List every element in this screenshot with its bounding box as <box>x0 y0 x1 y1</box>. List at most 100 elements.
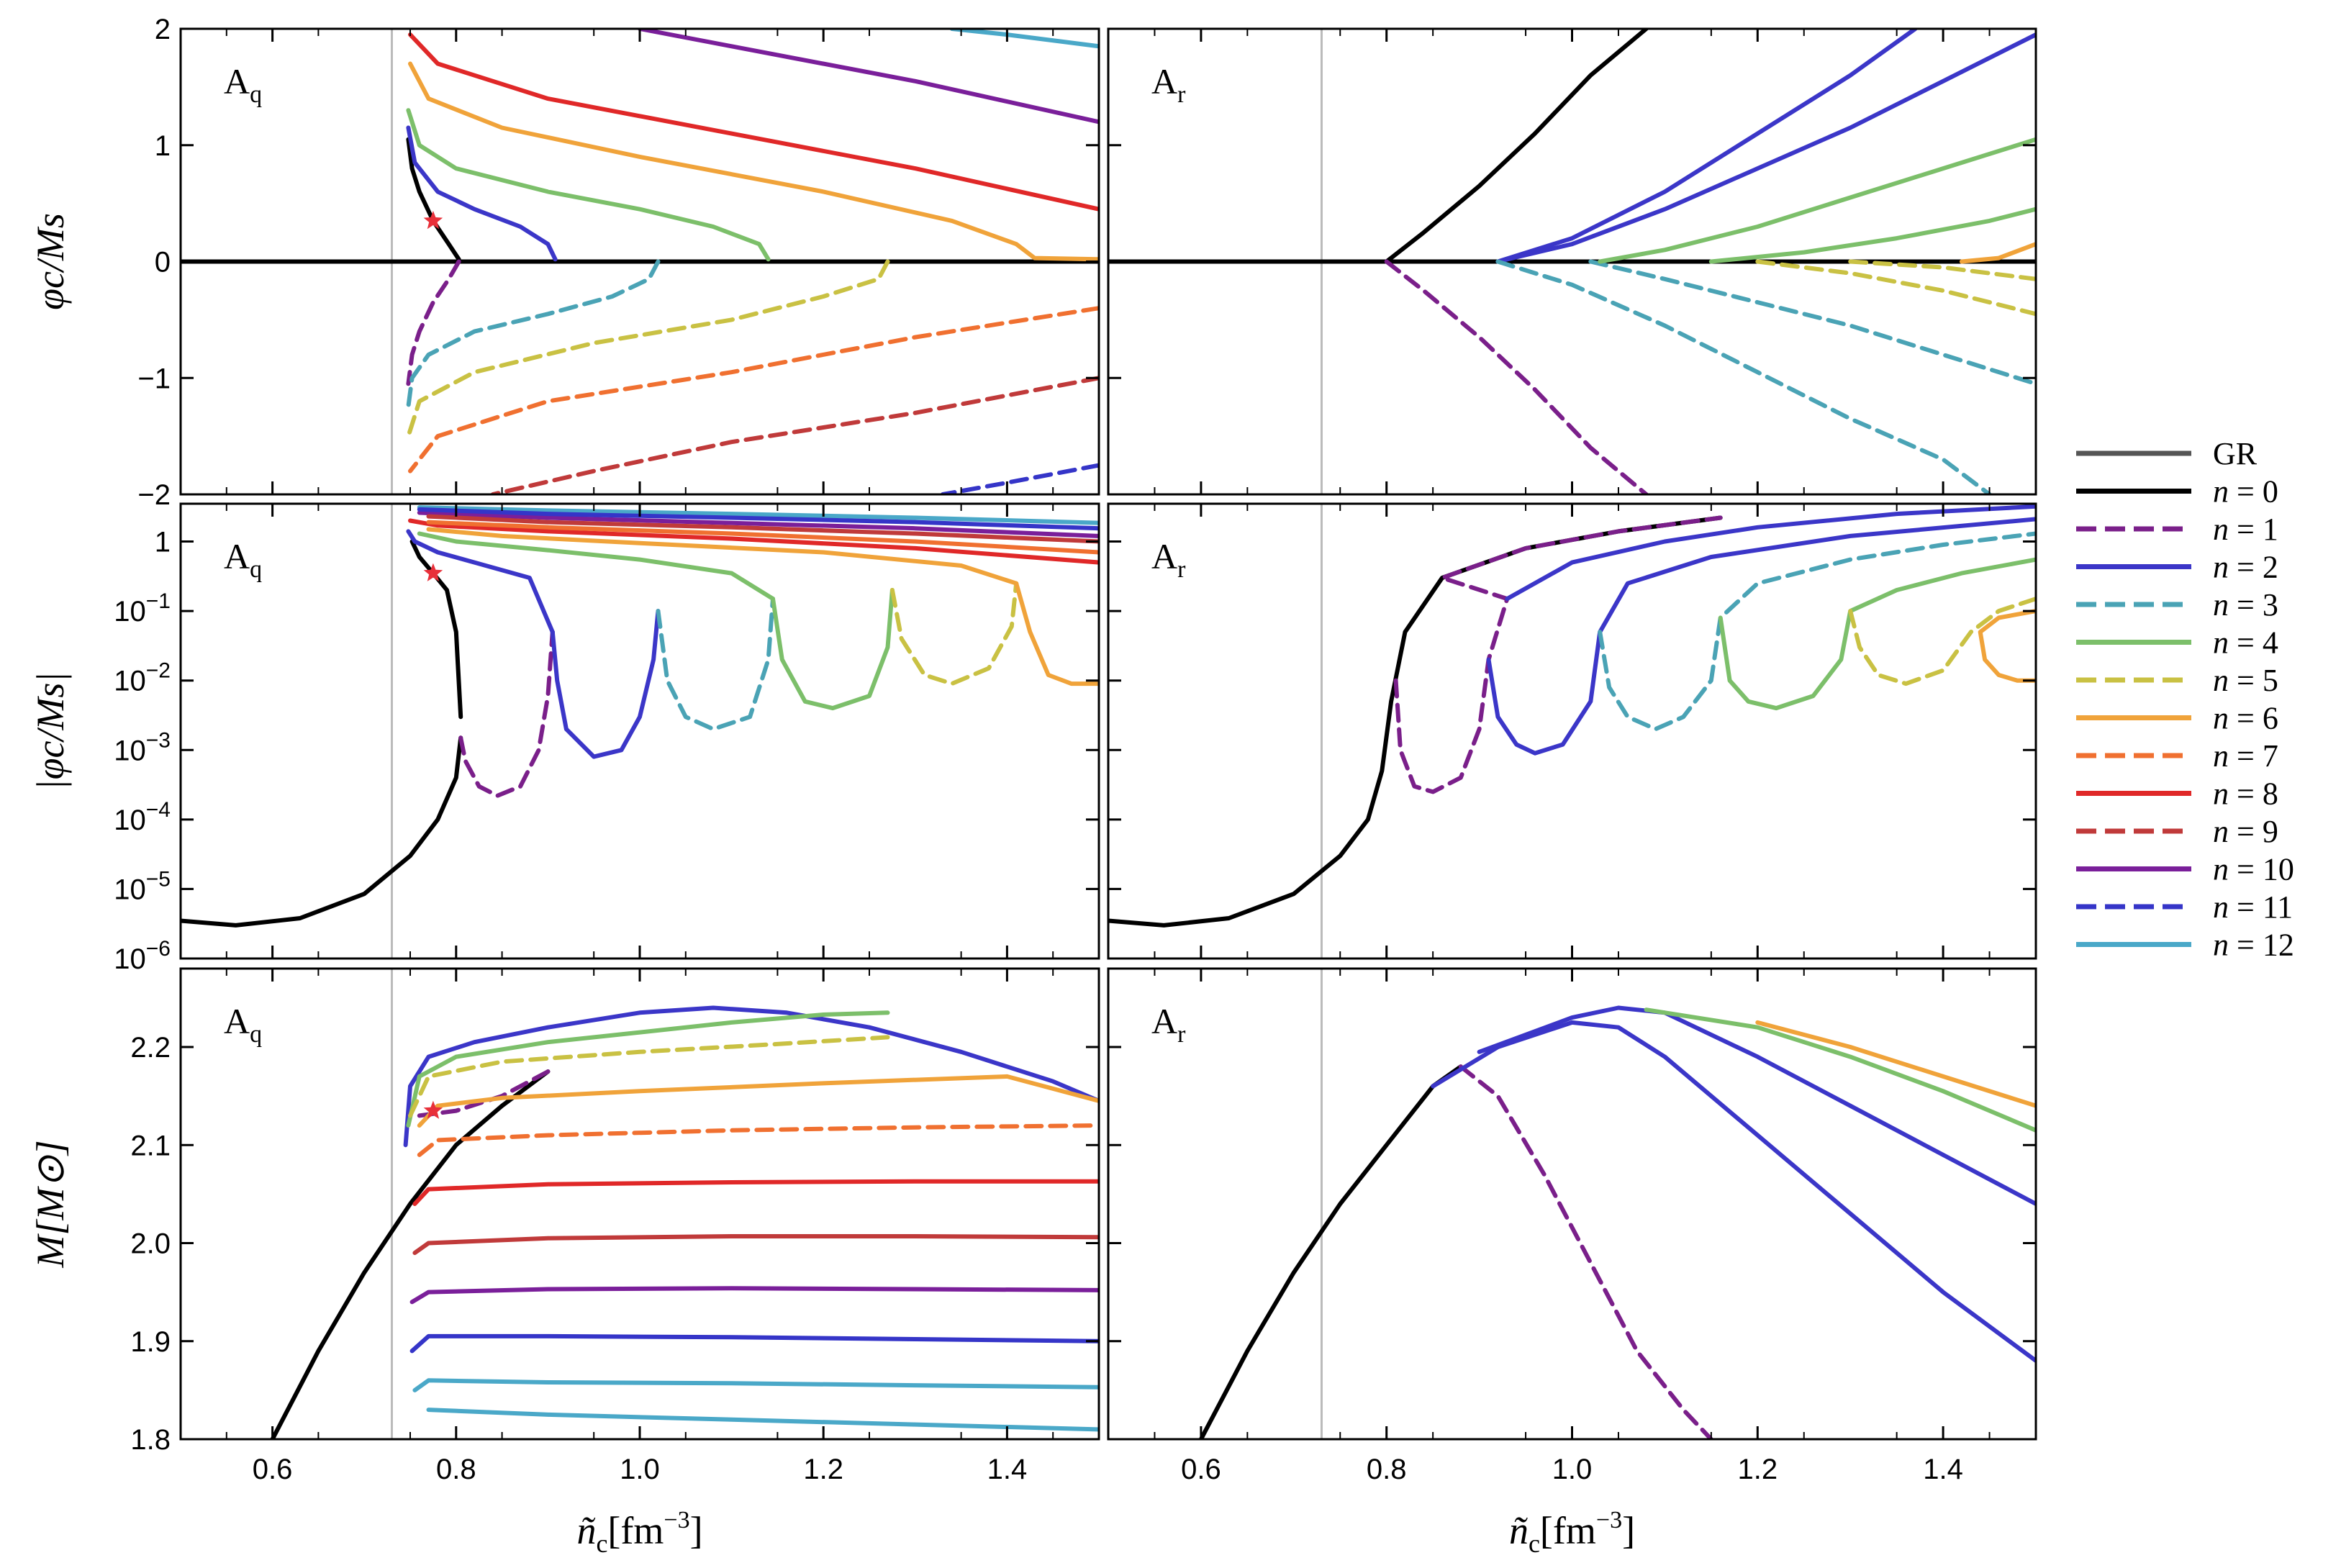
series-n-9 <box>490 376 1099 494</box>
y-tick-label: 0 <box>155 247 171 278</box>
legend-label: n = 10 <box>2213 852 2294 887</box>
panel-top-right: Ar <box>1107 27 2037 496</box>
series-n-9 <box>426 514 1099 544</box>
x-axis-labels: ñc[fm−3] ñc[fm−3] <box>576 1507 1635 1558</box>
series-n-2high <box>1477 1005 2036 1206</box>
y-axis-label-bottom: M[M⊙] <box>29 1140 72 1268</box>
x-tick-label: 1.2 <box>803 1454 843 1485</box>
y-tick-label: 2.2 <box>130 1032 171 1064</box>
series-n-0 <box>181 735 463 928</box>
series-n-0branch <box>409 539 463 720</box>
legend-entry: n = 10 <box>2076 852 2294 887</box>
series-n-3 <box>405 259 661 415</box>
y-tick-label: 10−2 <box>114 659 171 697</box>
series-n-10 <box>638 29 1099 124</box>
y-tick-label: 2 <box>155 14 171 45</box>
legend-label: n = 11 <box>2213 889 2293 925</box>
series-n-1 <box>1393 515 1723 794</box>
y-tick-label: 2.0 <box>130 1228 171 1260</box>
series-n-3lower <box>1588 259 2036 386</box>
y-tick-label: −1 <box>137 363 171 394</box>
series-n-6 <box>1755 1020 2036 1108</box>
marker-star <box>423 563 443 581</box>
series-n-0branch <box>1384 29 1649 264</box>
series-n-0 <box>1108 515 1723 928</box>
series-n-3 <box>656 597 775 732</box>
panel-label: Ar <box>1151 536 1186 583</box>
y-tick-label: 10−6 <box>114 937 171 975</box>
series-n-6 <box>1978 609 2036 683</box>
legend-label: n = 6 <box>2213 701 2278 736</box>
series-group <box>181 505 1099 928</box>
series-n-5lower <box>1848 259 2036 281</box>
series-n-4 <box>1718 557 2036 711</box>
panel-top-left: 2 1 0 −1 −2 Aq <box>137 14 1100 511</box>
y-tick-label: 2.1 <box>130 1130 171 1161</box>
series-n-2 <box>406 125 558 262</box>
panel-bottom-right: 0.6 0.8 1.0 1.2 1.4 Ar <box>1107 967 2037 1485</box>
series-n-2upper <box>1495 29 1918 264</box>
series-n-2 <box>1486 517 2036 756</box>
series-n-4 <box>1644 1007 2036 1133</box>
series-GRenvelope <box>403 1005 1099 1148</box>
legend-entry: n = 9 <box>2076 814 2278 849</box>
y-tick-label: 1.9 <box>130 1326 171 1358</box>
panel-frame <box>179 502 1100 960</box>
series-n-6 <box>417 1074 1099 1128</box>
panel-middle-right: Ar <box>1107 502 2037 960</box>
series-n-12low <box>426 1408 1099 1432</box>
panel-label: Aq <box>224 1001 262 1048</box>
y-tick-label: −2 <box>137 479 171 511</box>
series-n-1 <box>1458 1064 1713 1439</box>
series-n-1 <box>417 1069 551 1118</box>
legend-entry: n = 6 <box>2076 701 2278 736</box>
x-tick-label: 1.0 <box>1552 1454 1593 1485</box>
panel-middle-left: 1 10−1 10−2 10−3 10−4 10−5 10−6 Aq <box>114 502 1100 975</box>
series-n-6 <box>1014 581 1099 686</box>
legend-label: GR <box>2213 436 2258 471</box>
series-n-12 <box>412 1378 1099 1392</box>
legend-entry: n = 1 <box>2076 512 2278 547</box>
y-axis-label-top: φc/Ms <box>29 213 72 310</box>
y-axis-labels: φc/Ms |φc/Ms| M[M⊙] <box>29 213 72 1269</box>
series-n-2upper <box>406 529 555 635</box>
series-n-5 <box>406 259 890 439</box>
legend-label: n = 5 <box>2213 663 2278 698</box>
legend-entry: GR <box>2076 436 2258 471</box>
series-n-2upper <box>1505 504 2036 602</box>
series-n-7 <box>408 306 1099 473</box>
series-n-11 <box>417 507 1099 531</box>
y-tick-label: 1 <box>155 527 171 558</box>
legend-label: n = 3 <box>2213 587 2278 622</box>
y-tick-label: 10−3 <box>114 728 171 766</box>
series-n-8 <box>408 518 1099 565</box>
panel-frame <box>179 967 1100 1441</box>
legend-entry: n = 5 <box>2076 663 2278 698</box>
legend-entry: n = 11 <box>2076 889 2293 925</box>
series-n-8 <box>408 32 1099 212</box>
legend-label: n = 7 <box>2213 738 2278 774</box>
panel-label: Ar <box>1151 1001 1186 1048</box>
series-n-5 <box>1848 597 2036 686</box>
series-n-12 <box>417 505 1099 525</box>
legend-entry: n = 7 <box>2076 738 2278 774</box>
series-n-11 <box>941 463 1099 494</box>
x-tick-label: 1.4 <box>1923 1454 1963 1485</box>
series-n-0branch <box>406 137 461 262</box>
series-n-4 <box>771 588 895 711</box>
series-n-1 <box>458 630 555 798</box>
x-tick-label: 1.4 <box>987 1454 1028 1485</box>
series-n-6 <box>408 61 1099 262</box>
x-tick-label: 0.8 <box>436 1454 476 1485</box>
series-n-2lower <box>1495 32 2036 264</box>
x-axis-label: ñc[fm−3] <box>576 1507 702 1558</box>
x-axis-label: ñc[fm−3] <box>1509 1507 1635 1558</box>
legend-label: n = 12 <box>2213 928 2294 963</box>
panel-label: Aq <box>224 61 262 108</box>
series-n-5upper <box>1755 259 2036 317</box>
x-tick-label: 1.0 <box>620 1454 660 1485</box>
marker-star <box>423 210 443 230</box>
series-n-6 <box>1959 242 2036 264</box>
x-tick-label: 0.8 <box>1367 1454 1407 1485</box>
panel-label: Ar <box>1151 61 1186 108</box>
